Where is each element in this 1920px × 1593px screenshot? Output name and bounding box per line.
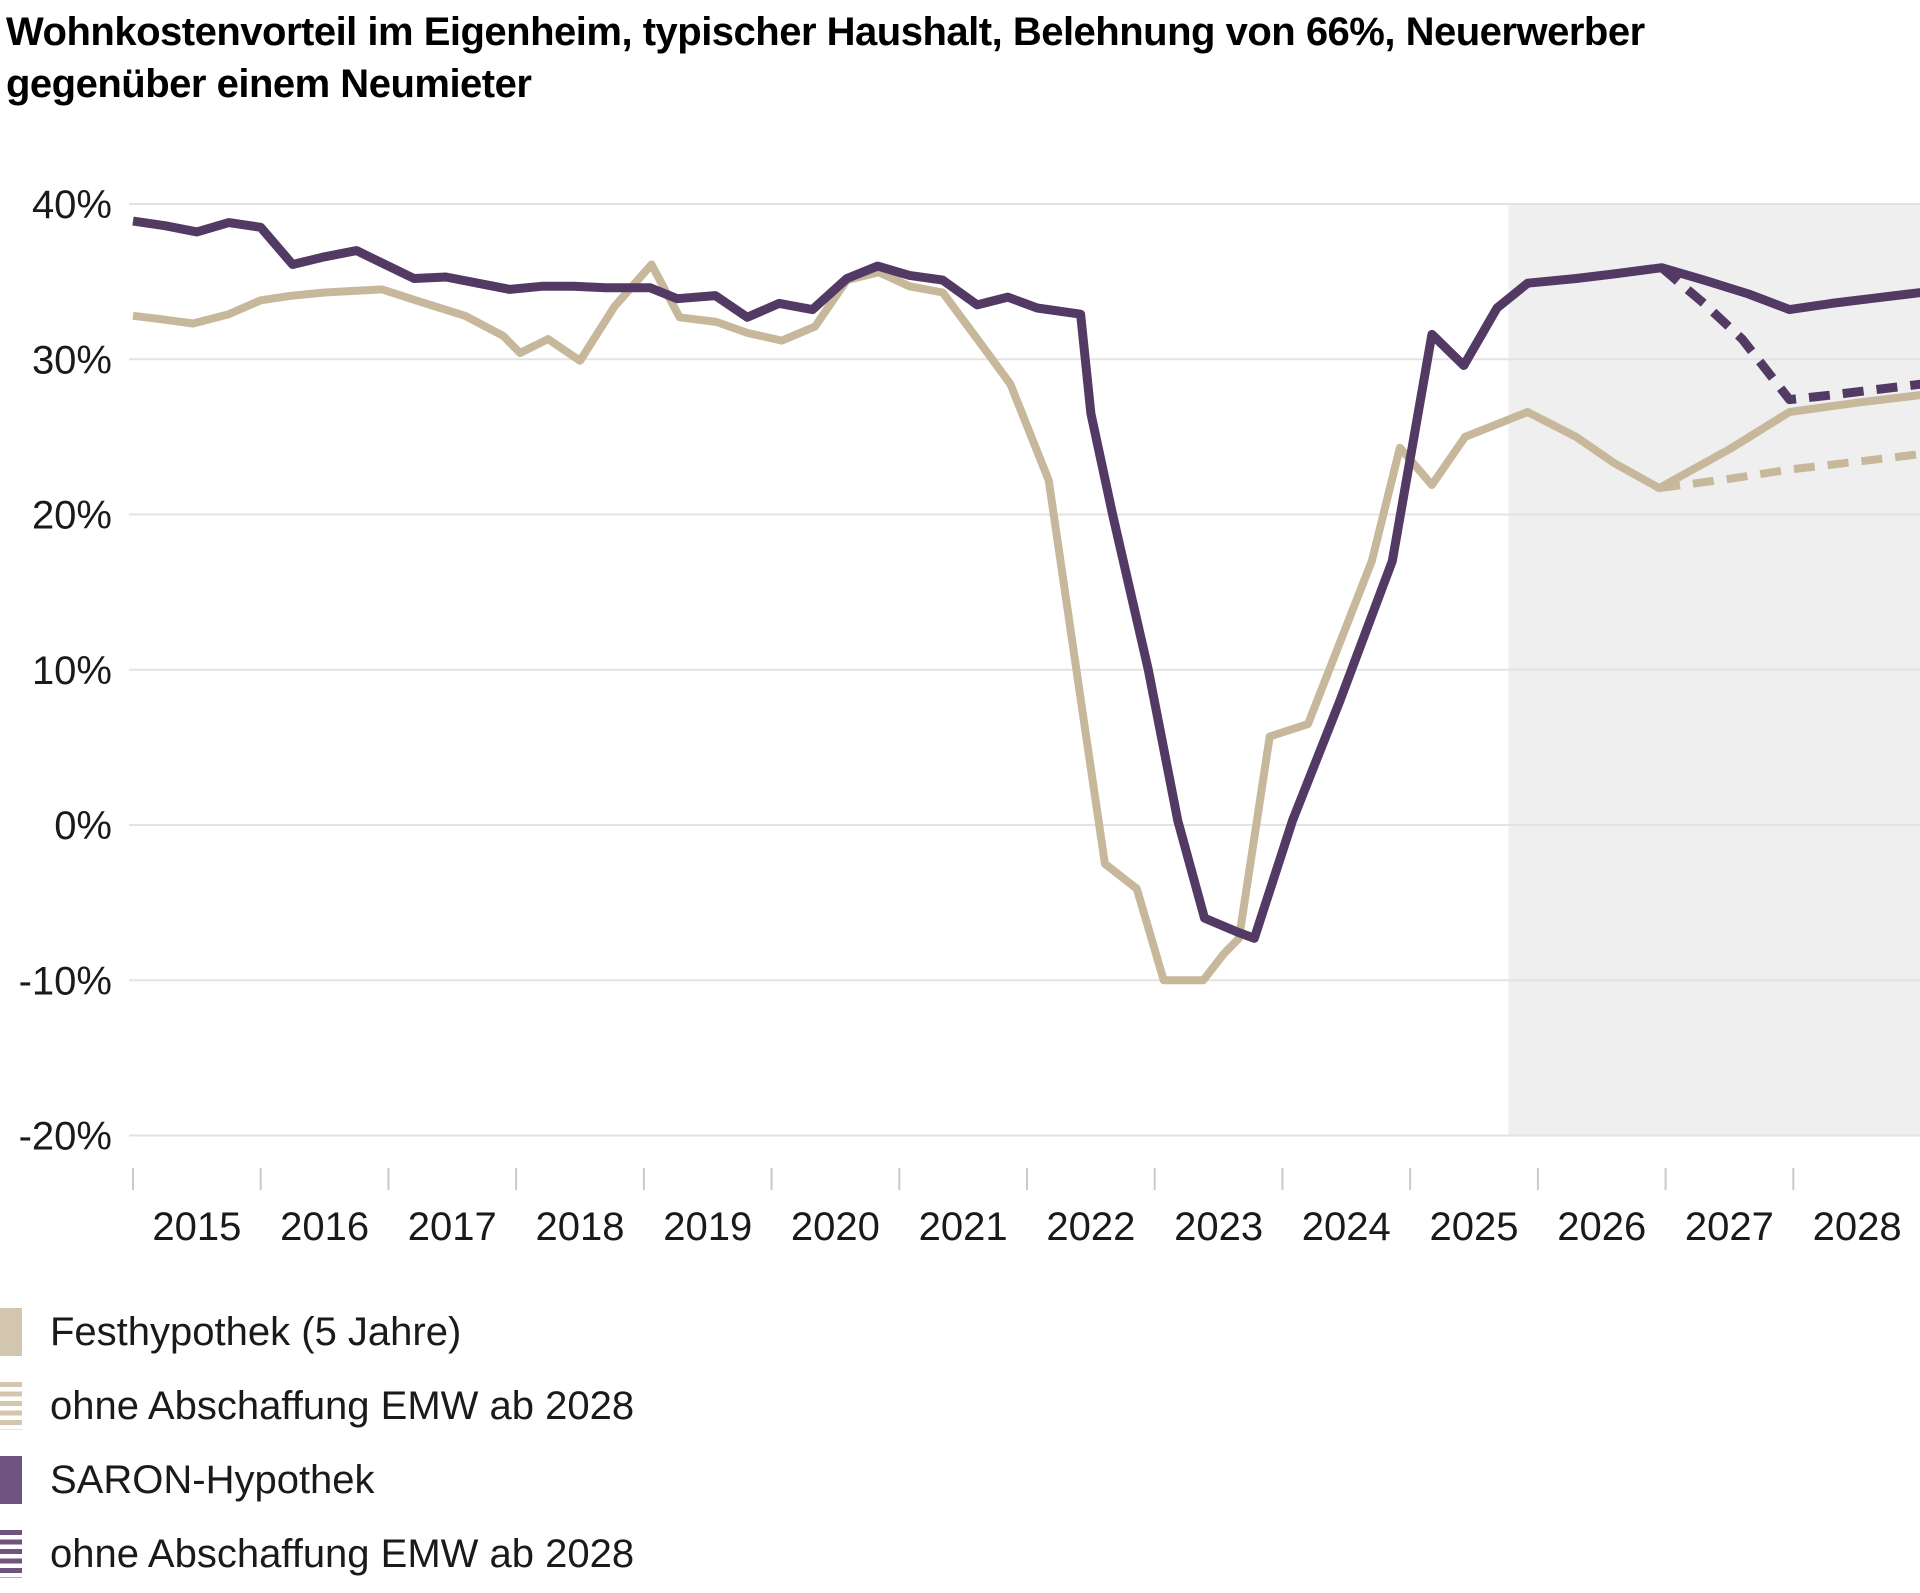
x-axis-label-2025: 2025 — [1430, 1205, 1519, 1249]
x-axis-label-2021: 2021 — [919, 1205, 1008, 1249]
legend-item-saron: SARON-Hypothek — [0, 1456, 634, 1504]
x-axis-label-2026: 2026 — [1557, 1205, 1646, 1249]
y-axis-label-30: 30% — [32, 338, 112, 382]
chart-title-line-1: Wohnkostenvorteil im Eigenheim, typische… — [6, 10, 1645, 54]
x-axis-label-2019: 2019 — [663, 1205, 752, 1249]
series-festhypothek-ohne-emw — [1658, 450, 1920, 493]
x-axis-label-2020: 2020 — [791, 1205, 880, 1249]
chart-title-line-2: gegenüber einem Neumieter — [6, 62, 532, 106]
y-axis-label-0: 0% — [54, 804, 112, 848]
series-festhypothek — [132, 260, 1920, 985]
legend-swatch-festhypothek-ohne-emw — [0, 1382, 22, 1430]
legend-label-saron-ohne-emw: ohne Abschaffung EMW ab 2028 — [50, 1532, 635, 1576]
legend-swatch-saron — [0, 1456, 22, 1504]
legend-item-festhypothek-ohne-emw: ohne Abschaffung EMW ab 2028 — [0, 1382, 634, 1430]
x-axis-label-2015: 2015 — [152, 1205, 241, 1249]
y-axis-label--20: -20% — [19, 1115, 112, 1159]
x-axis-label-2022: 2022 — [1046, 1205, 1135, 1249]
x-axis-label-2028: 2028 — [1813, 1205, 1902, 1249]
y-axis-label-40: 40% — [32, 183, 112, 227]
legend-label-festhypothek: Festhypothek (5 Jahre) — [50, 1310, 462, 1354]
legend-label-saron: SARON-Hypothek — [50, 1458, 375, 1502]
y-axis-label--10: -10% — [19, 959, 112, 1003]
y-axis-label-10: 10% — [32, 649, 112, 693]
chart-title: Wohnkostenvorteil im Eigenheim, typische… — [6, 6, 1906, 110]
legend-label-festhypothek-ohne-emw: ohne Abschaffung EMW ab 2028 — [50, 1384, 635, 1428]
series-saron — [132, 216, 1920, 943]
legend-item-festhypothek: Festhypothek (5 Jahre) — [0, 1308, 634, 1356]
x-axis-label-2023: 2023 — [1174, 1205, 1263, 1249]
series-saron-ohne-emw — [1658, 264, 1920, 405]
y-axis-label-20: 20% — [32, 494, 112, 538]
x-axis-label-2018: 2018 — [536, 1205, 625, 1249]
x-axis-label-2016: 2016 — [280, 1205, 369, 1249]
chart-legend: Festhypothek (5 Jahre) ohne Abschaffung … — [0, 1308, 634, 1578]
x-axis-label-2024: 2024 — [1302, 1205, 1391, 1249]
x-axis-label-2027: 2027 — [1685, 1205, 1774, 1249]
legend-swatch-festhypothek — [0, 1308, 22, 1356]
legend-item-saron-ohne-emw: ohne Abschaffung EMW ab 2028 — [0, 1530, 634, 1578]
x-axis-label-2017: 2017 — [408, 1205, 497, 1249]
legend-swatch-saron-ohne-emw — [0, 1530, 22, 1578]
